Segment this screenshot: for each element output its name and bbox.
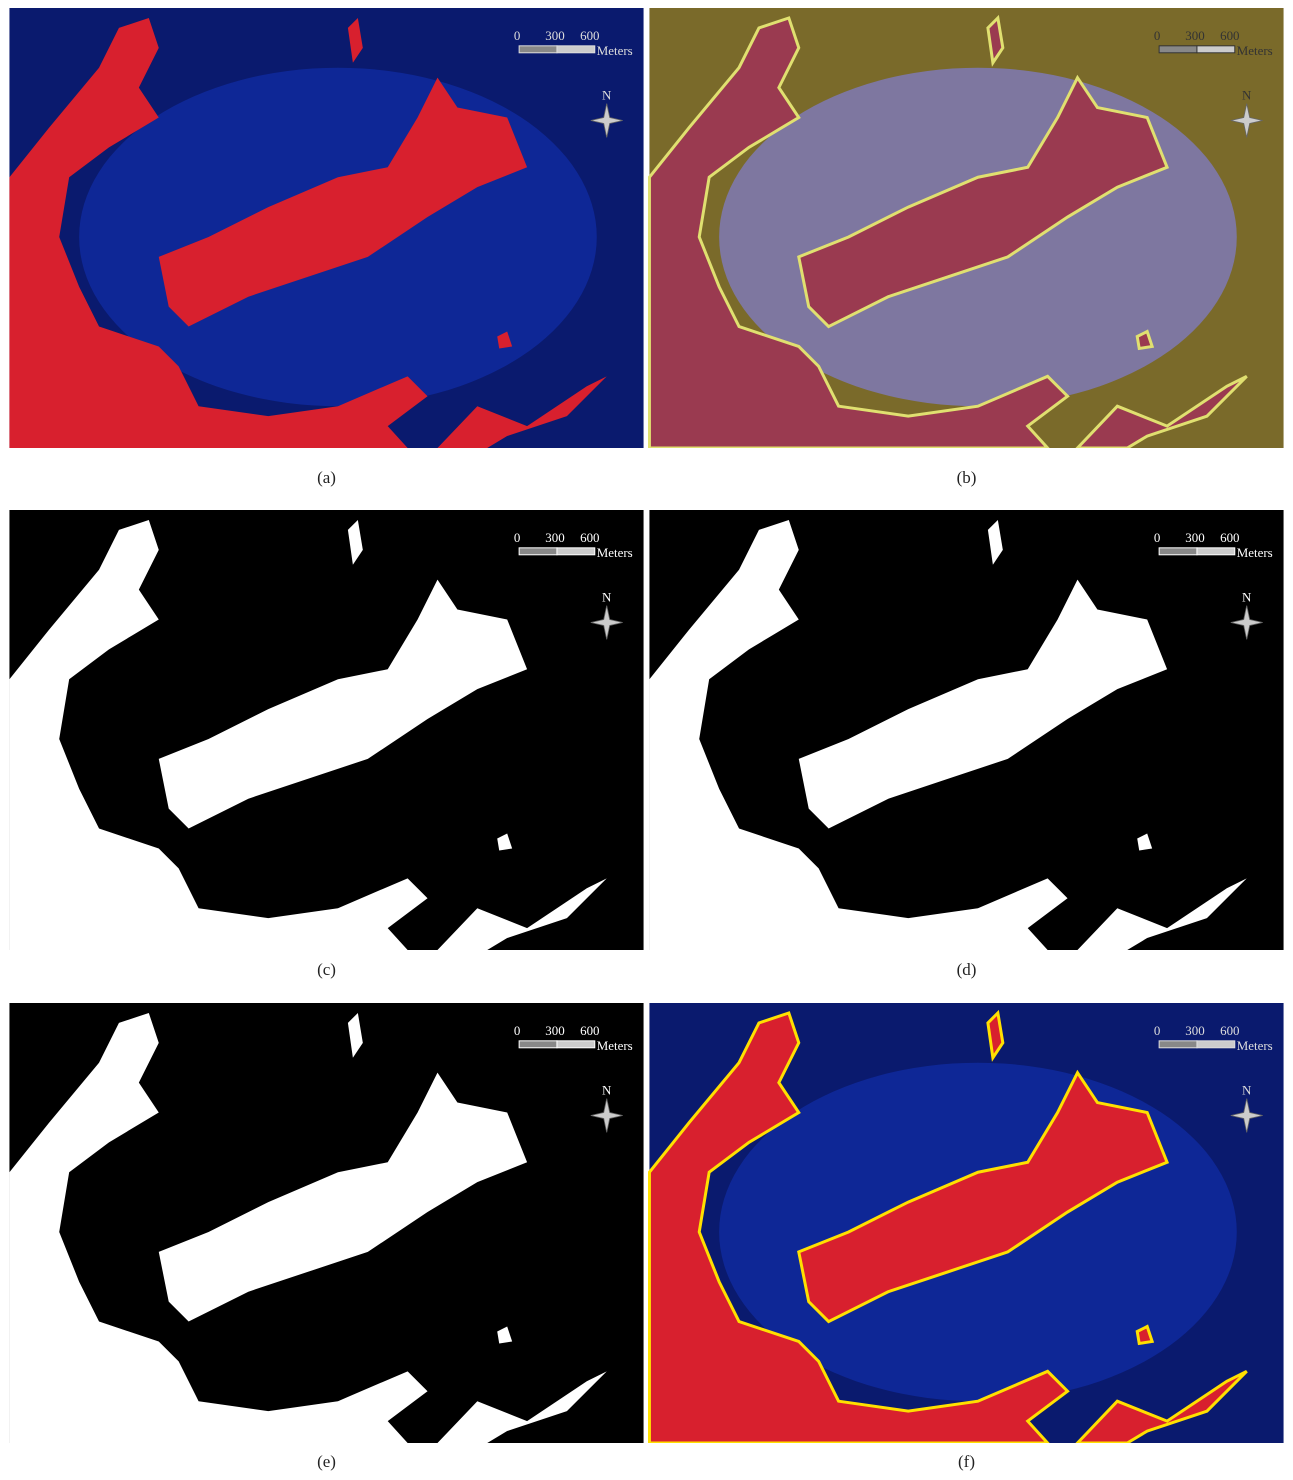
north-label: N bbox=[1242, 590, 1252, 605]
scale-bar bbox=[519, 46, 557, 53]
north-label: N bbox=[1242, 1083, 1252, 1098]
scale-tick-label: 0 bbox=[1154, 28, 1160, 43]
scale-bar bbox=[1197, 548, 1235, 555]
scale-bar bbox=[1159, 46, 1197, 53]
scale-tick-label: 300 bbox=[545, 530, 564, 545]
scale-bar bbox=[1197, 1041, 1235, 1048]
panel-caption: (e) bbox=[8, 1452, 645, 1472]
scale-tick-label: 600 bbox=[580, 1023, 599, 1038]
panel-caption: (f) bbox=[648, 1452, 1285, 1472]
panel-caption: (d) bbox=[648, 960, 1285, 980]
scale-bar bbox=[1197, 46, 1235, 53]
scale-unit: Meters bbox=[597, 43, 633, 58]
north-label: N bbox=[602, 590, 612, 605]
scale-tick-label: 300 bbox=[545, 1023, 564, 1038]
scale-unit: Meters bbox=[1237, 1038, 1273, 1053]
scale-bar bbox=[1159, 548, 1197, 555]
scale-tick-label: 300 bbox=[1185, 530, 1204, 545]
panel-caption: (c) bbox=[8, 960, 645, 980]
scale-unit: Meters bbox=[597, 545, 633, 560]
scale-unit: Meters bbox=[597, 1038, 633, 1053]
scale-bar bbox=[557, 1041, 595, 1048]
scale-bar bbox=[519, 548, 557, 555]
panel-caption: (b) bbox=[648, 468, 1285, 488]
scale-bar bbox=[557, 548, 595, 555]
scale-unit: Meters bbox=[1237, 43, 1273, 58]
scale-tick-label: 0 bbox=[514, 28, 520, 43]
scale-tick-label: 600 bbox=[1220, 28, 1239, 43]
scale-tick-label: 300 bbox=[545, 28, 564, 43]
scale-tick-label: 600 bbox=[1220, 530, 1239, 545]
scale-tick-label: 600 bbox=[1220, 1023, 1239, 1038]
panel-caption: (a) bbox=[8, 468, 645, 488]
scale-tick-label: 300 bbox=[1185, 28, 1204, 43]
scale-bar bbox=[557, 46, 595, 53]
north-label: N bbox=[602, 1083, 612, 1098]
scale-unit: Meters bbox=[1237, 545, 1273, 560]
scale-tick-label: 0 bbox=[514, 1023, 520, 1038]
scale-tick-label: 300 bbox=[1185, 1023, 1204, 1038]
north-label: N bbox=[1242, 88, 1252, 103]
scale-tick-label: 600 bbox=[580, 530, 599, 545]
scale-tick-label: 600 bbox=[580, 28, 599, 43]
scale-tick-label: 0 bbox=[514, 530, 520, 545]
scale-bar bbox=[1159, 1041, 1197, 1048]
figure: 0300600MetersN(a)0300600MetersN(b)030060… bbox=[0, 0, 1293, 1480]
scale-tick-label: 0 bbox=[1154, 530, 1160, 545]
scale-bar bbox=[519, 1041, 557, 1048]
north-label: N bbox=[602, 88, 612, 103]
scale-tick-label: 0 bbox=[1154, 1023, 1160, 1038]
